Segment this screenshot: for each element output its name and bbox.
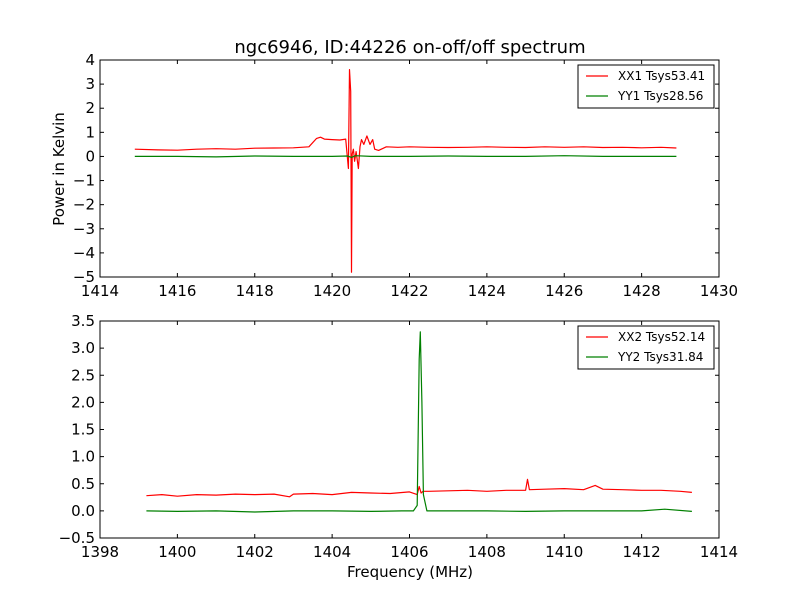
- y-axis-label: Power in Kelvin: [50, 112, 68, 226]
- legend-label: XX2 Tsys52.14: [618, 330, 705, 344]
- y-tick-label: 1.5: [71, 421, 95, 439]
- legend-label: YY2 Tsys31.84: [617, 350, 703, 364]
- x-tick-label: 1418: [236, 282, 274, 300]
- series-line-2: [134, 155, 677, 158]
- x-tick-label: 1410: [545, 543, 583, 561]
- y-tick-label: −3: [73, 220, 95, 238]
- y-tick-label: −1: [73, 172, 95, 190]
- y-tick-label: 3: [85, 75, 95, 93]
- x-tick-label: 1398: [81, 543, 119, 561]
- legend: XX2 Tsys52.14 YY2 Tsys31.84: [577, 325, 715, 370]
- x-tick-label: 1414: [700, 543, 738, 561]
- x-tick-label: 1426: [545, 282, 583, 300]
- x-tick-label: 1404: [313, 543, 351, 561]
- x-tick-label: 1430: [700, 282, 738, 300]
- x-axis-label: Frequency (MHz): [347, 563, 473, 581]
- y-tick-label: −5: [73, 268, 95, 286]
- y-tick-label: 2.0: [71, 393, 95, 411]
- y-tick-label: 2.5: [71, 366, 95, 384]
- legend: XX1 Tsys53.41 YY1 Tsys28.56: [577, 64, 715, 109]
- legend-frame: [577, 64, 715, 109]
- y-tick-label: 0.5: [71, 475, 95, 493]
- x-tick-label: 1402: [236, 543, 274, 561]
- x-tick-label: 1420: [313, 282, 351, 300]
- series-line-2: [146, 331, 692, 513]
- x-tick-label: 1422: [390, 282, 428, 300]
- series-line-1: [134, 68, 677, 273]
- y-tick-label: −4: [73, 244, 95, 262]
- series-line-1: [146, 478, 692, 498]
- y-tick-label: 1.0: [71, 448, 95, 466]
- y-tick-label: 0.0: [71, 502, 95, 520]
- y-tick-label: 3.0: [71, 339, 95, 357]
- chart-title: ngc6946, ID:44226 on-off/off spectrum: [234, 37, 585, 58]
- y-tick-label: 2: [85, 99, 95, 117]
- y-tick-label: −2: [73, 196, 95, 214]
- x-tick-label: 1400: [158, 543, 196, 561]
- series-group: [146, 331, 692, 513]
- series-group: [134, 68, 677, 273]
- x-tick-label: 1408: [468, 543, 506, 561]
- y-tick-label: −0.5: [59, 529, 95, 547]
- panel-top: 1414 1416 1418 1420 1422 1424 1426 1428 1430−5−4…: [73, 51, 738, 300]
- y-tick-label: 4: [85, 51, 95, 69]
- panel-bottom: 1398 1400 1402 1404 1406 1408 1410 1412 1414 −0.5…: [59, 312, 739, 561]
- x-tick-label: 1424: [468, 282, 506, 300]
- x-tick-label: 1406: [390, 543, 428, 561]
- x-tick-label: 1414: [81, 282, 119, 300]
- legend-frame: [577, 325, 715, 370]
- x-tick-label: 1428: [623, 282, 661, 300]
- y-tick-label: 0: [85, 147, 95, 165]
- y-tick-label: 3.5: [71, 312, 95, 330]
- y-tick-label: 1: [85, 123, 95, 141]
- x-tick-label: 1416: [158, 282, 196, 300]
- legend-label: XX1 Tsys53.41: [618, 69, 705, 83]
- legend-label: YY1 Tsys28.56: [617, 89, 703, 103]
- x-tick-label: 1412: [623, 543, 661, 561]
